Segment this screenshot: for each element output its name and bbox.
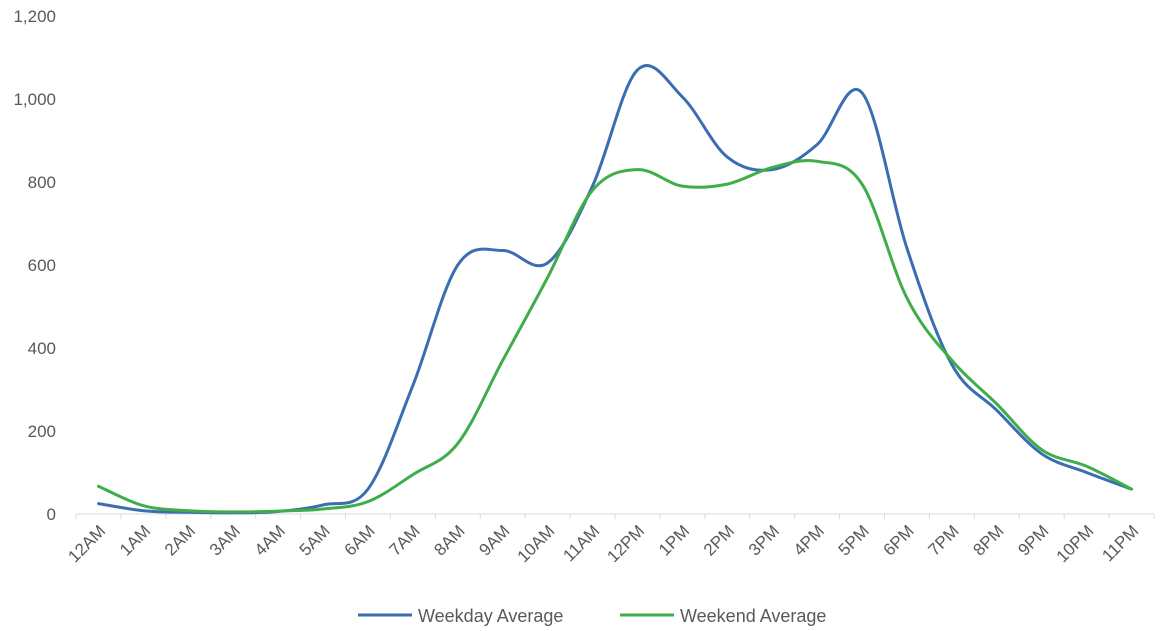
y-tick-label: 1,000 <box>13 90 56 109</box>
x-tick-label: 9PM <box>1014 521 1052 559</box>
x-tick-label: 11AM <box>559 521 603 565</box>
x-tick-label: 1PM <box>655 521 693 559</box>
x-tick-label: 8PM <box>969 521 1007 559</box>
x-tick-label: 11PM <box>1098 521 1142 565</box>
legend-label: Weekend Average <box>680 606 826 626</box>
x-tick-label: 2PM <box>700 521 738 559</box>
y-tick-label: 400 <box>28 339 56 358</box>
y-tick-label: 600 <box>28 256 56 275</box>
x-tick-label: 6PM <box>880 521 918 559</box>
x-tick-label: 7AM <box>386 521 424 559</box>
y-tick-label: 800 <box>28 173 56 192</box>
x-tick-label: 3AM <box>206 521 244 559</box>
y-axis: 0 200 400 600 800 1,000 1,200 <box>13 7 56 524</box>
y-tick-label: 200 <box>28 422 56 441</box>
x-tick-label: 2AM <box>161 521 199 559</box>
x-tick-label: 10AM <box>514 521 559 566</box>
legend-item: Weekend Average <box>620 606 826 626</box>
series-group <box>97 64 1133 515</box>
x-tick-label: 7PM <box>925 521 963 559</box>
x-axis: 12AM 1AM 2AM 3AM 4AM 5AM 6AM 7AM 8AM 9AM 10AM 11AM 1… <box>64 514 1155 566</box>
series-line-weekend <box>97 158 1133 514</box>
x-tick-label: 12AM <box>64 521 109 566</box>
x-tick-label: 12PM <box>603 521 648 566</box>
y-tick-label: 0 <box>47 505 56 524</box>
x-tick-label: 9AM <box>475 521 513 559</box>
series-line-weekday <box>97 64 1133 515</box>
x-tick-label: 5PM <box>835 521 873 559</box>
y-tick-label: 1,200 <box>13 7 56 26</box>
x-tick-label: 3PM <box>745 521 783 559</box>
x-tick-label: 8AM <box>430 521 468 559</box>
legend-label: Weekday Average <box>418 606 563 626</box>
legend: Weekday Average Weekend Average <box>358 606 826 626</box>
x-tick-label: 4AM <box>251 521 289 559</box>
x-tick-label: 1AM <box>116 521 154 559</box>
x-tick-label: 10PM <box>1053 521 1098 566</box>
legend-item: Weekday Average <box>358 606 563 626</box>
x-tick-label: 6AM <box>341 521 379 559</box>
x-tick-label: 4PM <box>790 521 828 559</box>
x-tick-label: 5AM <box>296 521 334 559</box>
